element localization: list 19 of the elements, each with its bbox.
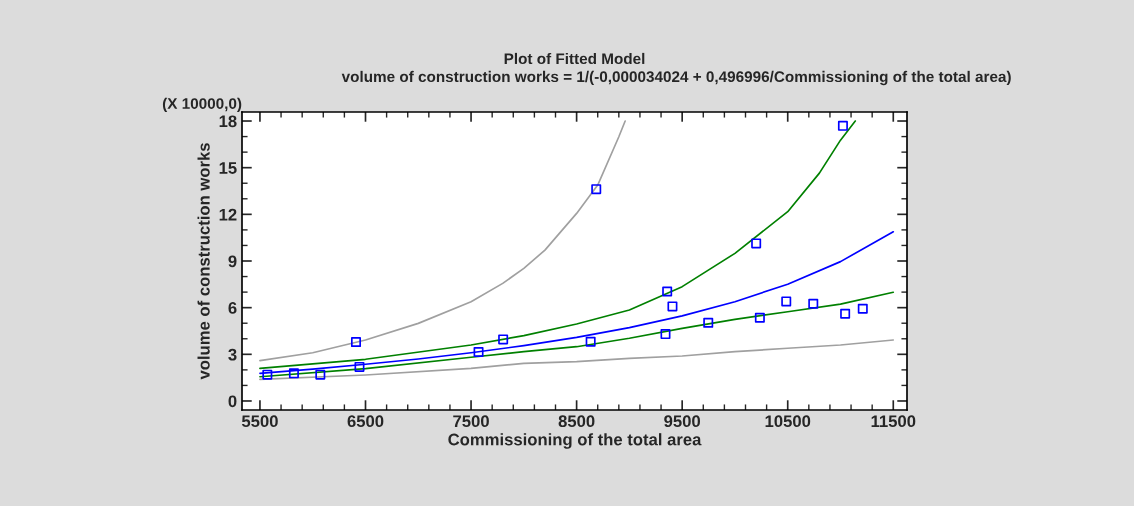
x-tick-label: 11500	[871, 415, 916, 428]
x-tick-label: 10500	[765, 415, 811, 428]
text: (X 10000,0)	[162, 97, 242, 112]
y-tick-label: 15	[219, 162, 237, 174]
y-tick-label: 0	[228, 395, 237, 408]
x-tick-label: 8500	[558, 415, 595, 428]
chart-subtitle: volume of construction works = 1/(-0,000034024 + 0,496996/Commissioning of the total area)	[341, 70, 1011, 86]
y-tick-label: 6	[228, 302, 237, 314]
y-tick-label: 9	[228, 255, 237, 268]
y-tick-label: 12	[219, 208, 237, 221]
x-axis-title: Commissioning of the total area	[448, 433, 702, 449]
y-tick-label: 18	[219, 115, 237, 128]
y-axis-title: volume of construction works	[197, 143, 210, 380]
y-tick-label: 3	[228, 348, 237, 361]
chart-title: Plot of Fitted Model	[504, 52, 645, 65]
x-tick-label: 9500	[664, 415, 701, 428]
x-tick-label: 6500	[347, 415, 384, 428]
x-tick-label: 5500	[241, 415, 278, 428]
x-tick-label: 7500	[453, 415, 489, 428]
